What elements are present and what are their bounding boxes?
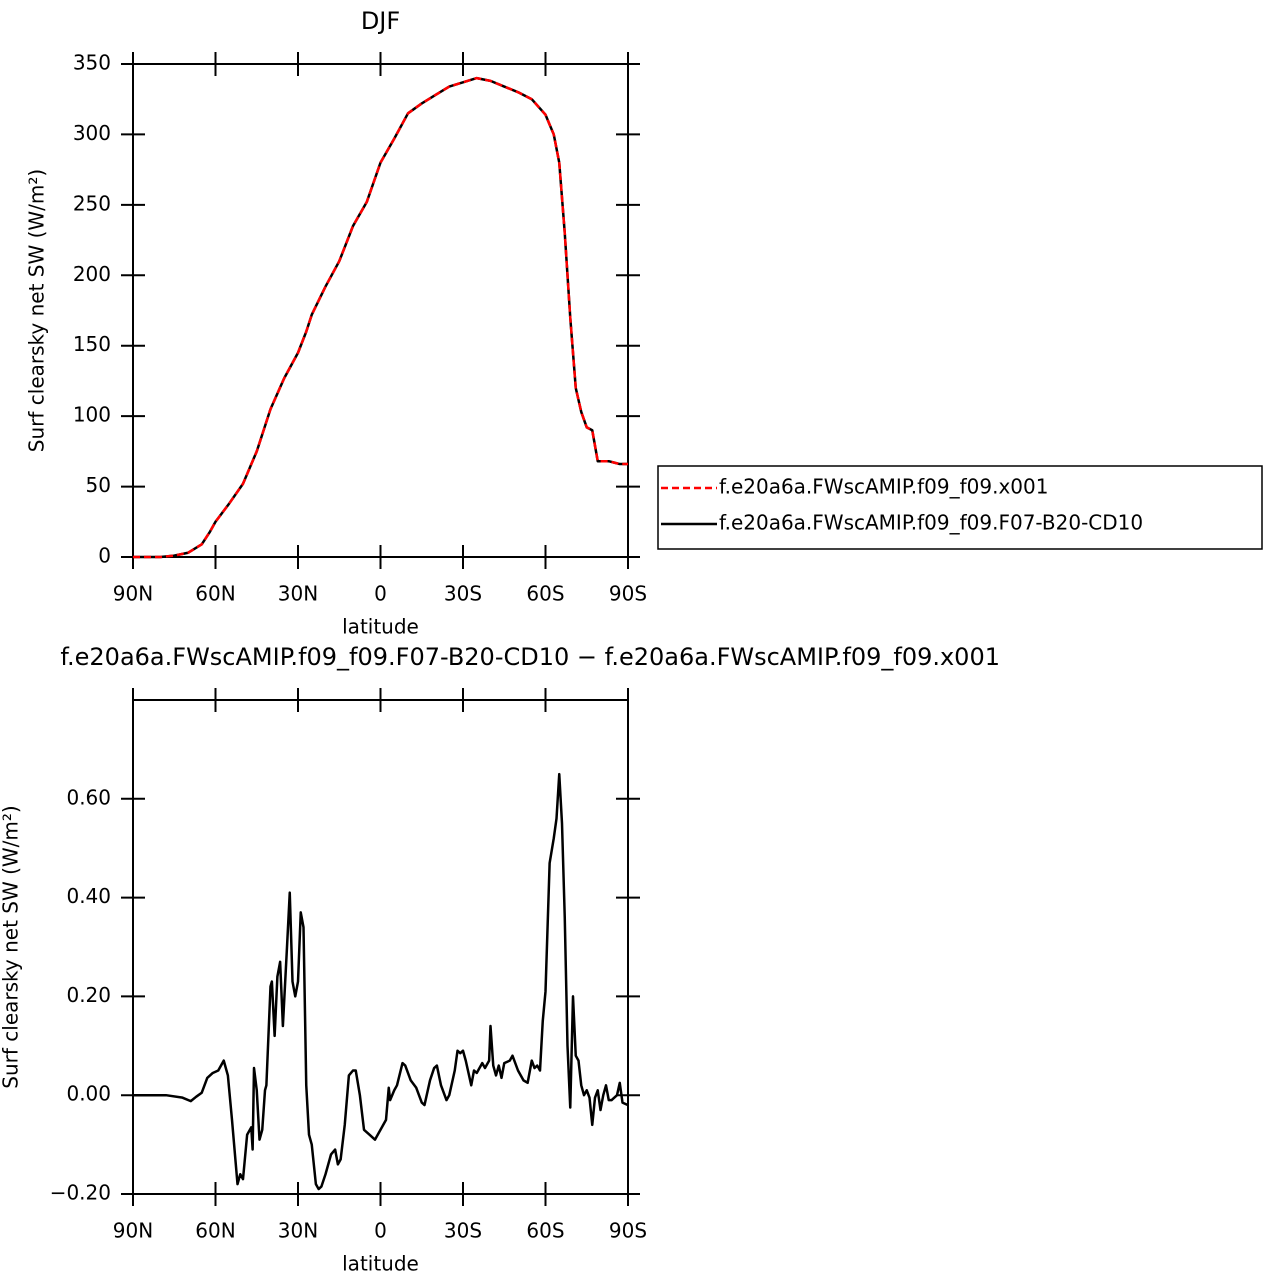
y-tick-label: 200 bbox=[73, 262, 111, 286]
y-tick-label: 100 bbox=[73, 403, 111, 427]
x-tick-label: 90S bbox=[609, 582, 647, 606]
y-tick-label: 0.00 bbox=[66, 1082, 111, 1106]
x-tick-label: 60S bbox=[526, 1219, 564, 1243]
x-tick-label: 90N bbox=[113, 582, 153, 606]
x-tick-label: 30N bbox=[278, 1219, 318, 1243]
x-tick-label: 60N bbox=[195, 1219, 235, 1243]
x-axis-label: latitude bbox=[342, 1252, 419, 1276]
data-line bbox=[133, 76, 628, 559]
chart-title: f.e20a6a.FWscAMIP.f09_f09.F07-B20-CD10 −… bbox=[60, 643, 1000, 671]
x-tick-label: 90S bbox=[609, 1219, 647, 1243]
x-tick-label: 60S bbox=[526, 582, 564, 606]
data-line bbox=[133, 76, 628, 559]
y-axis-label: Surf clearsky net SW (W/m²) bbox=[0, 805, 23, 1088]
y-tick-label: 250 bbox=[73, 191, 111, 215]
x-axis-label: latitude bbox=[342, 615, 419, 639]
y-tick-label: 350 bbox=[73, 51, 111, 75]
y-tick-label: 300 bbox=[73, 121, 111, 145]
x-tick-label: 30N bbox=[278, 582, 318, 606]
y-tick-label: 0.20 bbox=[66, 983, 111, 1007]
x-tick-label: 90N bbox=[113, 1219, 153, 1243]
y-tick-label: 0.60 bbox=[66, 785, 111, 809]
x-tick-label: 0 bbox=[374, 582, 387, 606]
y-tick-label: 0 bbox=[98, 544, 111, 568]
legend-box bbox=[657, 465, 1263, 550]
chart-title: DJF bbox=[361, 7, 400, 35]
y-tick-label: 50 bbox=[86, 473, 111, 497]
legend-label: f.e20a6a.FWscAMIP.f09_f09.F07-B20-CD10 bbox=[719, 511, 1143, 535]
plot-frame bbox=[132, 699, 629, 1195]
legend-label: f.e20a6a.FWscAMIP.f09_f09.x001 bbox=[719, 475, 1048, 499]
y-tick-label: 0.40 bbox=[66, 884, 111, 908]
y-axis-label: Surf clearsky net SW (W/m²) bbox=[25, 169, 49, 452]
y-tick-label: 150 bbox=[73, 332, 111, 356]
x-tick-label: 0 bbox=[374, 1219, 387, 1243]
x-tick-label: 60N bbox=[195, 582, 235, 606]
y-tick-label: −0.20 bbox=[50, 1181, 111, 1205]
x-tick-label: 30S bbox=[444, 582, 482, 606]
data-line bbox=[133, 772, 629, 1191]
x-tick-label: 30S bbox=[444, 1219, 482, 1243]
